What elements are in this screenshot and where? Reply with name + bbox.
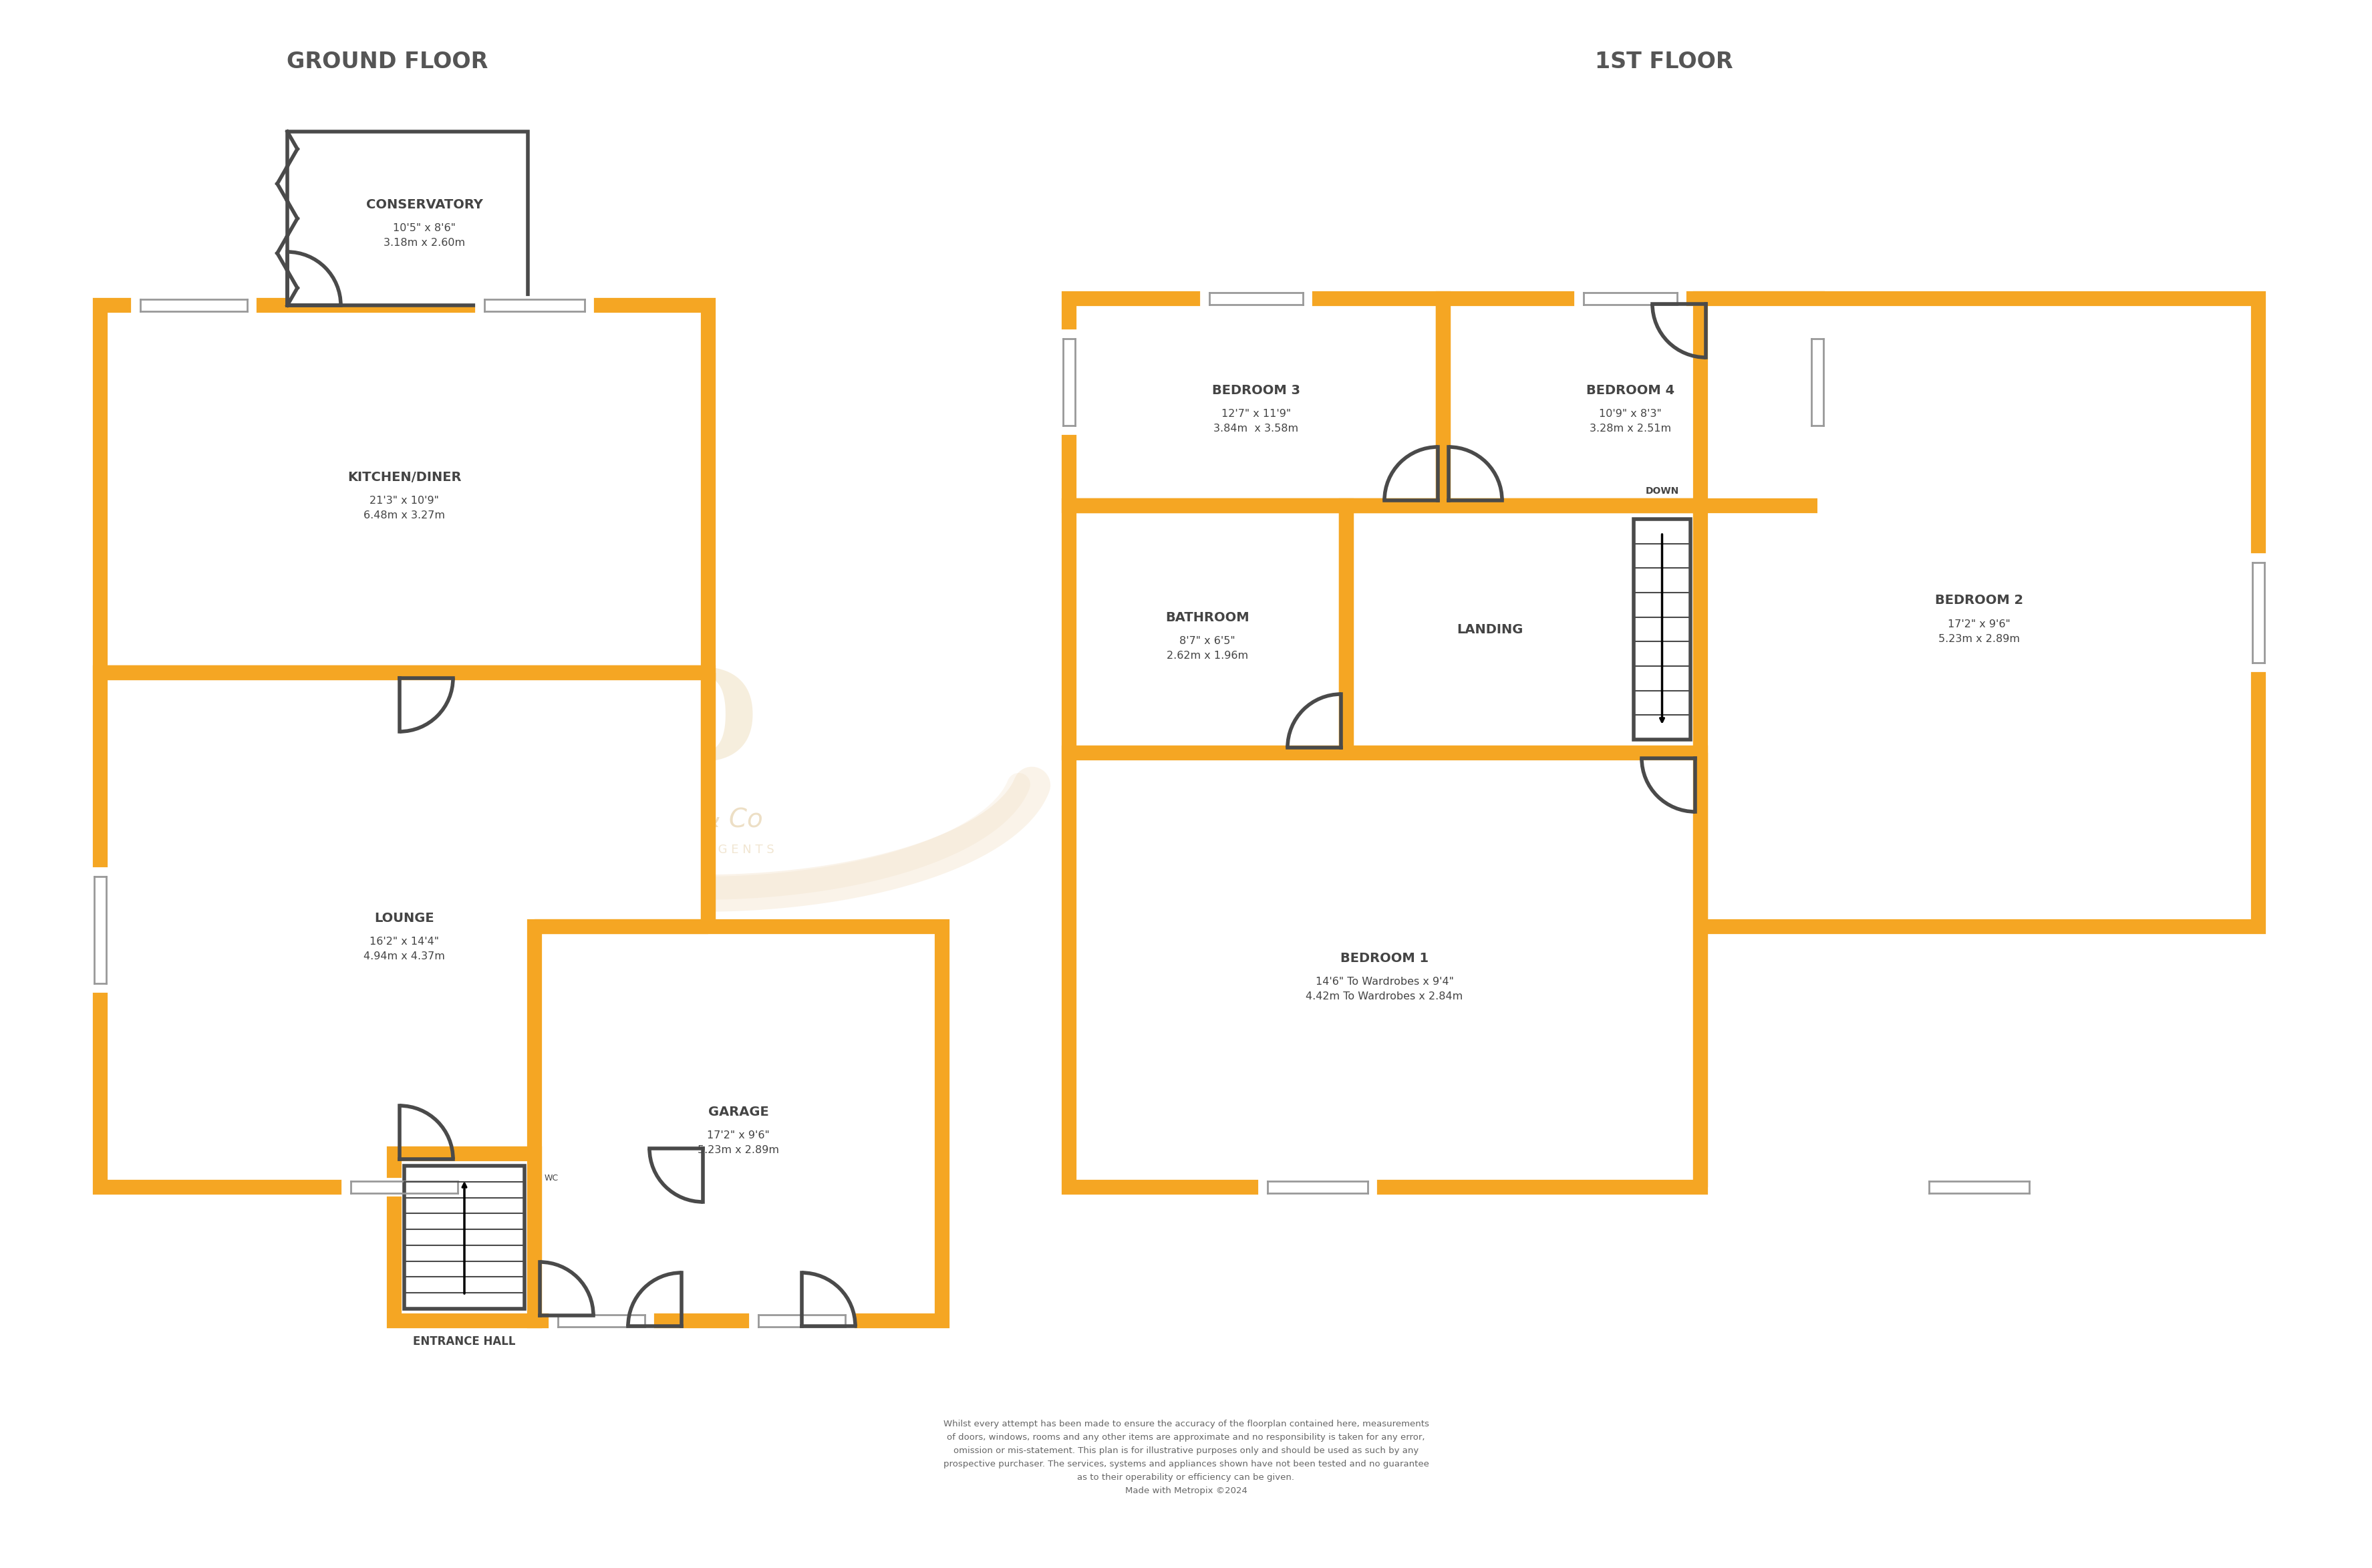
Bar xyxy=(1070,506,1347,753)
Text: GROUND FLOOR: GROUND FLOOR xyxy=(287,50,489,72)
Text: BEDROOM 3: BEDROOM 3 xyxy=(1212,384,1300,397)
Text: Day & Co: Day & Co xyxy=(640,808,764,833)
Text: E S T A T E   A G E N T S: E S T A T E A G E N T S xyxy=(629,844,773,856)
Text: 14'6" To Wardrobes x 9'4"
4.42m To Wardrobes x 2.84m: 14'6" To Wardrobes x 9'4" 4.42m To Wardr… xyxy=(1307,977,1464,1002)
Text: 17'2" x 9'6"
5.23m x 2.89m: 17'2" x 9'6" 5.23m x 2.89m xyxy=(697,1131,778,1156)
Text: 10'9" x 8'3"
3.28m x 2.51m: 10'9" x 8'3" 3.28m x 2.51m xyxy=(1589,409,1672,433)
Text: 8'7" x 6'5"
2.62m x 1.96m: 8'7" x 6'5" 2.62m x 1.96m xyxy=(1167,637,1248,660)
Text: 16'2" x 14'4"
4.94m x 4.37m: 16'2" x 14'4" 4.94m x 4.37m xyxy=(363,936,446,961)
Bar xyxy=(1634,519,1691,740)
Text: BEDROOM 4: BEDROOM 4 xyxy=(1587,384,1675,397)
Text: Whilst every attempt has been made to ensure the accuracy of the floorplan conta: Whilst every attempt has been made to en… xyxy=(944,1421,1428,1496)
Text: LANDING: LANDING xyxy=(1456,622,1523,635)
Text: CONSERVATORY: CONSERVATORY xyxy=(365,198,484,212)
Text: GARAGE: GARAGE xyxy=(707,1105,769,1118)
Text: WC: WC xyxy=(546,1174,560,1182)
Text: 1ST FLOOR: 1ST FLOOR xyxy=(1594,50,1734,72)
Bar xyxy=(100,306,709,673)
Text: D: D xyxy=(645,663,759,789)
Text: BEDROOM 1: BEDROOM 1 xyxy=(1340,952,1428,964)
Text: 17'2" x 9'6"
5.23m x 2.89m: 17'2" x 9'6" 5.23m x 2.89m xyxy=(1938,619,2021,644)
Bar xyxy=(1070,753,1701,1187)
Text: BATHROOM: BATHROOM xyxy=(1165,612,1250,624)
Text: 10'5" x 8'6"
3.18m x 2.60m: 10'5" x 8'6" 3.18m x 2.60m xyxy=(384,223,465,248)
Bar xyxy=(394,1154,534,1320)
Bar xyxy=(1347,506,1701,753)
Bar xyxy=(403,1167,524,1309)
Text: LOUNGE: LOUNGE xyxy=(375,911,434,924)
Bar xyxy=(1442,298,1817,506)
Text: DOWN: DOWN xyxy=(1646,486,1679,495)
Text: BEDROOM 2: BEDROOM 2 xyxy=(1936,594,2023,607)
Bar xyxy=(534,927,942,1320)
Text: 21'3" x 10'9"
6.48m x 3.27m: 21'3" x 10'9" 6.48m x 3.27m xyxy=(363,495,446,521)
Bar xyxy=(287,132,529,306)
Bar xyxy=(1070,298,1442,506)
Text: 12'7" x 11'9"
3.84m  x 3.58m: 12'7" x 11'9" 3.84m x 3.58m xyxy=(1214,409,1297,433)
Text: KITCHEN/DINER: KITCHEN/DINER xyxy=(346,470,460,483)
Bar xyxy=(100,673,709,1187)
Text: ENTRANCE HALL: ENTRANCE HALL xyxy=(413,1336,515,1347)
Bar xyxy=(1701,298,2258,927)
